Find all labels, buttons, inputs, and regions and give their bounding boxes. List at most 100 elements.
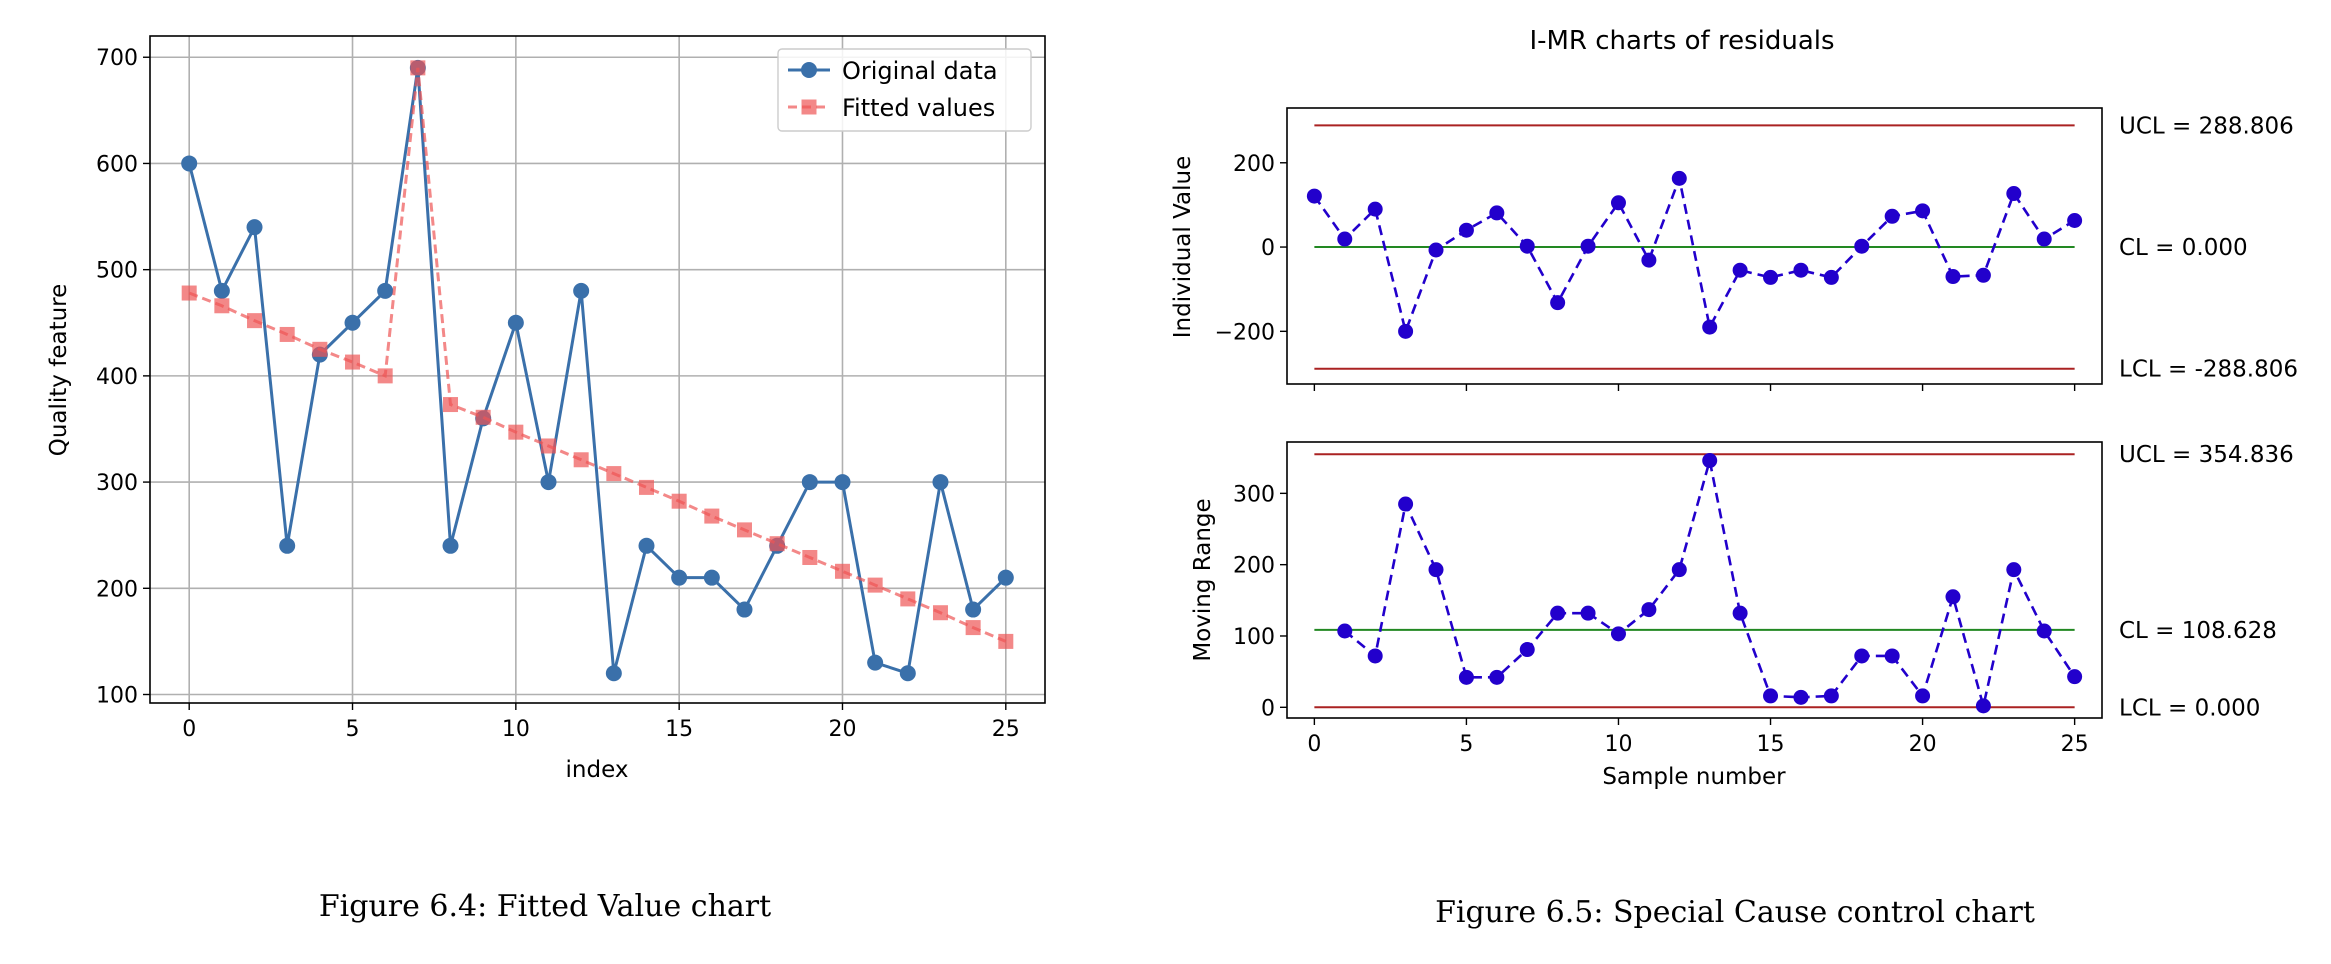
left-series (181, 59, 1014, 682)
right-figure-caption: Figure 6.5: Special Cause control chart (1435, 895, 2035, 930)
fitted-value-point (638, 479, 654, 495)
residual-point (1610, 195, 1626, 211)
residual-point (1702, 319, 1718, 335)
individual-series (1306, 170, 2083, 339)
fitted-value-point (541, 438, 557, 454)
imr-chart: I-MR charts of residuals UCL = 288.806 CL… (1170, 26, 2298, 930)
left-x-tick-label: 25 (992, 717, 1020, 742)
residual-point (1337, 231, 1353, 247)
residual-point (1337, 623, 1353, 639)
imr-x-tick-label: 10 (1604, 732, 1632, 757)
fitted-value-point (214, 298, 230, 314)
left-plot-frame (149, 35, 1046, 704)
fitted-value-point (443, 397, 459, 413)
fitted-value-point (998, 633, 1014, 649)
residual-point (1458, 222, 1474, 238)
residual-point (1793, 689, 1809, 705)
residual-point (1641, 602, 1657, 618)
legend-box (777, 48, 1032, 132)
original-data-point (867, 654, 884, 671)
residual-point (1550, 605, 1566, 621)
residual-point (1823, 269, 1839, 285)
original-data-point (671, 569, 688, 586)
residual-point (1610, 626, 1626, 642)
original-data-point (997, 569, 1014, 586)
moving-range-ticks: 0 5 10 15 20 25 0 100 200 300 (1233, 482, 2089, 757)
imr-y-tick-label: 100 (1233, 625, 1275, 650)
residual-point (2067, 669, 2083, 685)
left-y-tick-label: 300 (96, 471, 138, 496)
left-y-tick-label: 500 (96, 259, 138, 284)
imr-y-tick-label: 0 (1261, 236, 1275, 261)
control-limit-label: UCL = 354.836 (2119, 442, 2294, 468)
left-y-tick-label: 100 (96, 684, 138, 709)
original-data-point (213, 282, 230, 299)
residual-point (1458, 669, 1474, 685)
original-data-point (899, 665, 916, 682)
left-y-tick-label: 200 (96, 577, 138, 602)
residual-point (1519, 642, 1535, 658)
residual-point (1580, 238, 1596, 254)
residual-line (1343, 460, 2076, 707)
residual-point (1428, 562, 1444, 578)
fitted-value-point (247, 313, 263, 329)
control-limit-label: CL = 108.628 (2119, 618, 2277, 644)
moving-range-panel: UCL = 354.836 CL = 108.628 LCL = 0.000 0 5 1… (1190, 441, 2294, 790)
residual-point (1367, 648, 1383, 664)
residual-point (1641, 252, 1657, 268)
fitted-value-point (769, 536, 785, 552)
residual-point (1367, 201, 1383, 217)
left-x-tick-label: 10 (502, 717, 530, 742)
legend-fitted-marker (801, 99, 817, 115)
residual-point (1519, 238, 1535, 254)
individual-plot-frame (1286, 107, 2103, 385)
original-data-point (540, 474, 557, 491)
original-data-point (442, 537, 459, 554)
residual-point (1884, 208, 1900, 224)
fitted-value-point (900, 591, 916, 607)
residual-point (1489, 669, 1505, 685)
control-limit-label: CL = 0.000 (2119, 235, 2248, 261)
individual-y-axis-label: Individual Value (1170, 156, 1196, 338)
residual-point (1489, 205, 1505, 221)
imr-y-tick-label: 300 (1233, 482, 1275, 507)
individual-limits: UCL = 288.806 CL = 0.000 LCL = -288.806 (1314, 113, 2298, 383)
fitted-value-point (312, 341, 328, 357)
fitted-value-chart: 0 5 10 15 20 25 100 200 300 400 500 600 700 index Qu… (46, 35, 1046, 924)
residual-point (2067, 213, 2083, 229)
residual-point (1428, 242, 1444, 258)
fitted-value-point (377, 368, 393, 384)
original-data-point (736, 601, 753, 618)
left-y-tick-label: 600 (96, 152, 138, 177)
left-y-axis-label: Quality feature (46, 284, 72, 457)
residual-point (1398, 496, 1414, 512)
original-data-point (507, 314, 524, 331)
residual-point (1915, 203, 1931, 219)
imr-x-tick-label: 25 (2061, 732, 2089, 757)
original-data-point (834, 474, 851, 491)
residual-point (1823, 688, 1839, 704)
original-data-point (181, 155, 198, 172)
residual-point (1398, 323, 1414, 339)
left-y-tick-label: 400 (96, 365, 138, 390)
left-x-axis-label: index (566, 757, 629, 783)
residual-point (2006, 186, 2022, 202)
moving-range-y-axis-label: Moving Range (1190, 498, 1216, 661)
original-data-point (638, 537, 655, 554)
imr-y-tick-label: 200 (1233, 152, 1275, 177)
original-data-point (801, 474, 818, 491)
imr-y-tick-label: 200 (1233, 554, 1275, 579)
legend-fitted-label: Fitted values (842, 94, 995, 122)
residual-point (1854, 238, 1870, 254)
residual-point (2006, 562, 2022, 578)
original-data-point (703, 569, 720, 586)
imr-y-tick-label: −200 (1215, 320, 1275, 345)
left-x-tick-label: 5 (346, 717, 360, 742)
residual-point (1550, 295, 1566, 311)
residual-point (1671, 170, 1687, 186)
fitted-value-point (671, 493, 687, 509)
fitted-value-point (181, 285, 197, 301)
fitted-value-point (606, 466, 622, 482)
residual-point (1763, 688, 1779, 704)
original-data-point (377, 282, 394, 299)
